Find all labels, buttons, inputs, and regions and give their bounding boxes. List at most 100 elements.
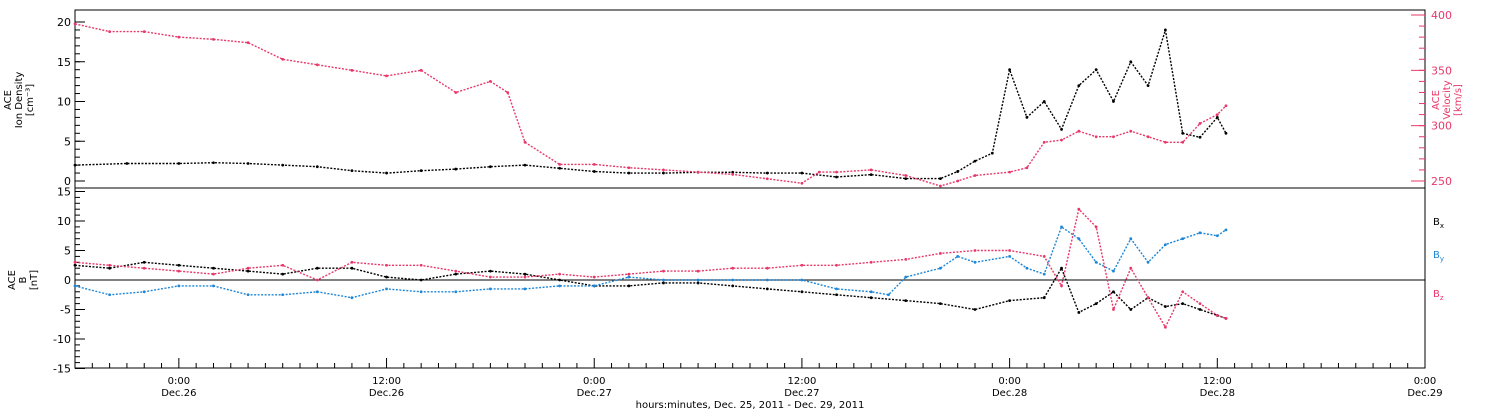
velocity-point bbox=[1042, 140, 1046, 144]
bz-point bbox=[1181, 290, 1185, 294]
velocity-point bbox=[938, 184, 942, 188]
by-point bbox=[1077, 237, 1081, 241]
bx-point bbox=[142, 260, 146, 264]
by-point bbox=[662, 278, 665, 282]
bz-point bbox=[973, 249, 977, 252]
by-point bbox=[696, 278, 700, 282]
x-tick-date-label: Dec.27 bbox=[784, 388, 819, 399]
ion-density-point bbox=[800, 171, 804, 175]
x-tick-date-label: Dec.29 bbox=[1407, 388, 1442, 399]
ion-density-point bbox=[177, 162, 181, 165]
by-point bbox=[558, 284, 562, 288]
bz-point bbox=[938, 252, 942, 255]
ion-density-point bbox=[835, 175, 838, 179]
velocity-point bbox=[419, 68, 423, 72]
by-point bbox=[454, 290, 458, 294]
ion-density-point bbox=[454, 167, 458, 171]
plot-frame bbox=[74, 9, 1426, 369]
ion-density-point bbox=[246, 162, 250, 165]
velocity-point bbox=[488, 80, 492, 83]
b-tick-label: 15 bbox=[57, 186, 71, 199]
bx-point bbox=[696, 281, 700, 285]
by-point bbox=[956, 255, 960, 258]
bx-point bbox=[558, 278, 562, 282]
bz-point bbox=[385, 263, 388, 267]
bz-point bbox=[1146, 296, 1150, 300]
bz-point bbox=[1060, 284, 1063, 288]
velocity-point bbox=[1181, 140, 1185, 144]
velocity-point bbox=[800, 181, 804, 185]
x-tick-date-label: Dec.26 bbox=[161, 388, 196, 399]
velocity-tick-label: 300 bbox=[1431, 120, 1452, 133]
ion-density-point bbox=[1224, 131, 1228, 135]
bx-point bbox=[212, 266, 215, 270]
velocity-axis-label-line: [km/s] bbox=[1453, 84, 1464, 116]
bz-point bbox=[592, 275, 596, 279]
velocity-axis-label-line: ACE bbox=[1431, 90, 1442, 110]
velocity-axis-label: ACE Velocity [km/s] bbox=[1431, 80, 1464, 119]
density-axis-label-line: Ion Density bbox=[14, 72, 25, 129]
bz-point bbox=[177, 269, 181, 273]
ion-density-point bbox=[1198, 135, 1202, 139]
by-point bbox=[887, 293, 890, 297]
ion-density-point bbox=[1112, 100, 1115, 103]
ion-density-point bbox=[1215, 116, 1219, 119]
bx-point bbox=[246, 269, 250, 273]
bx-point bbox=[73, 263, 77, 267]
ion-density-line bbox=[74, 29, 1227, 180]
x-tick-time-label: 0:00 bbox=[583, 376, 605, 387]
velocity-point bbox=[108, 30, 112, 33]
bx-point bbox=[973, 308, 977, 311]
bx-point bbox=[1060, 266, 1063, 270]
velocity-point bbox=[904, 174, 908, 177]
bz-point bbox=[246, 266, 250, 270]
x-tick-time-label: 12:00 bbox=[372, 376, 401, 387]
bz-point bbox=[1042, 255, 1046, 258]
by-point bbox=[904, 275, 908, 279]
bx-point bbox=[800, 290, 804, 294]
velocity-point bbox=[523, 140, 527, 144]
b-tick-label: -15 bbox=[53, 363, 71, 376]
bz-point bbox=[488, 275, 492, 279]
velocity-point bbox=[696, 170, 700, 174]
by-point bbox=[1181, 237, 1185, 241]
ion-density-point bbox=[1181, 131, 1185, 135]
density-tick-label: 15 bbox=[57, 56, 71, 69]
ion-density-point bbox=[1042, 100, 1046, 103]
velocity-point bbox=[246, 41, 250, 45]
by-point bbox=[800, 278, 804, 282]
density-tick-label: 0 bbox=[64, 175, 71, 188]
bx-point bbox=[315, 266, 319, 270]
velocity-point bbox=[1224, 104, 1228, 108]
bx-point bbox=[835, 293, 838, 297]
bz-point bbox=[73, 260, 77, 264]
by-point bbox=[1094, 260, 1098, 264]
x-tick-time-label: 0:00 bbox=[168, 376, 190, 387]
ion-density-point bbox=[1025, 116, 1029, 119]
bx-point bbox=[869, 296, 873, 300]
by-point bbox=[108, 293, 112, 297]
by-point bbox=[315, 290, 319, 294]
x-tick-time-label: 12:00 bbox=[1203, 376, 1232, 387]
velocity-point bbox=[835, 170, 838, 174]
by-point bbox=[1224, 228, 1228, 232]
by-point bbox=[73, 284, 77, 288]
by-point bbox=[212, 284, 215, 288]
ion-density-point bbox=[938, 177, 942, 181]
ion-density-point bbox=[973, 159, 977, 163]
ion-density-point bbox=[592, 170, 596, 173]
bz-point bbox=[108, 263, 112, 267]
density-axis-label-line: ACE bbox=[3, 90, 14, 110]
ion-density-point bbox=[488, 165, 492, 169]
bx-point bbox=[1094, 302, 1098, 305]
bx-point bbox=[1042, 296, 1046, 300]
bz-point bbox=[142, 266, 146, 270]
by-line bbox=[74, 225, 1227, 299]
bx-point bbox=[1077, 311, 1081, 314]
legend-Bx: Bx bbox=[1433, 217, 1444, 230]
velocity-point bbox=[385, 74, 388, 78]
bx-point bbox=[385, 275, 388, 279]
ion-density-point bbox=[558, 166, 562, 170]
